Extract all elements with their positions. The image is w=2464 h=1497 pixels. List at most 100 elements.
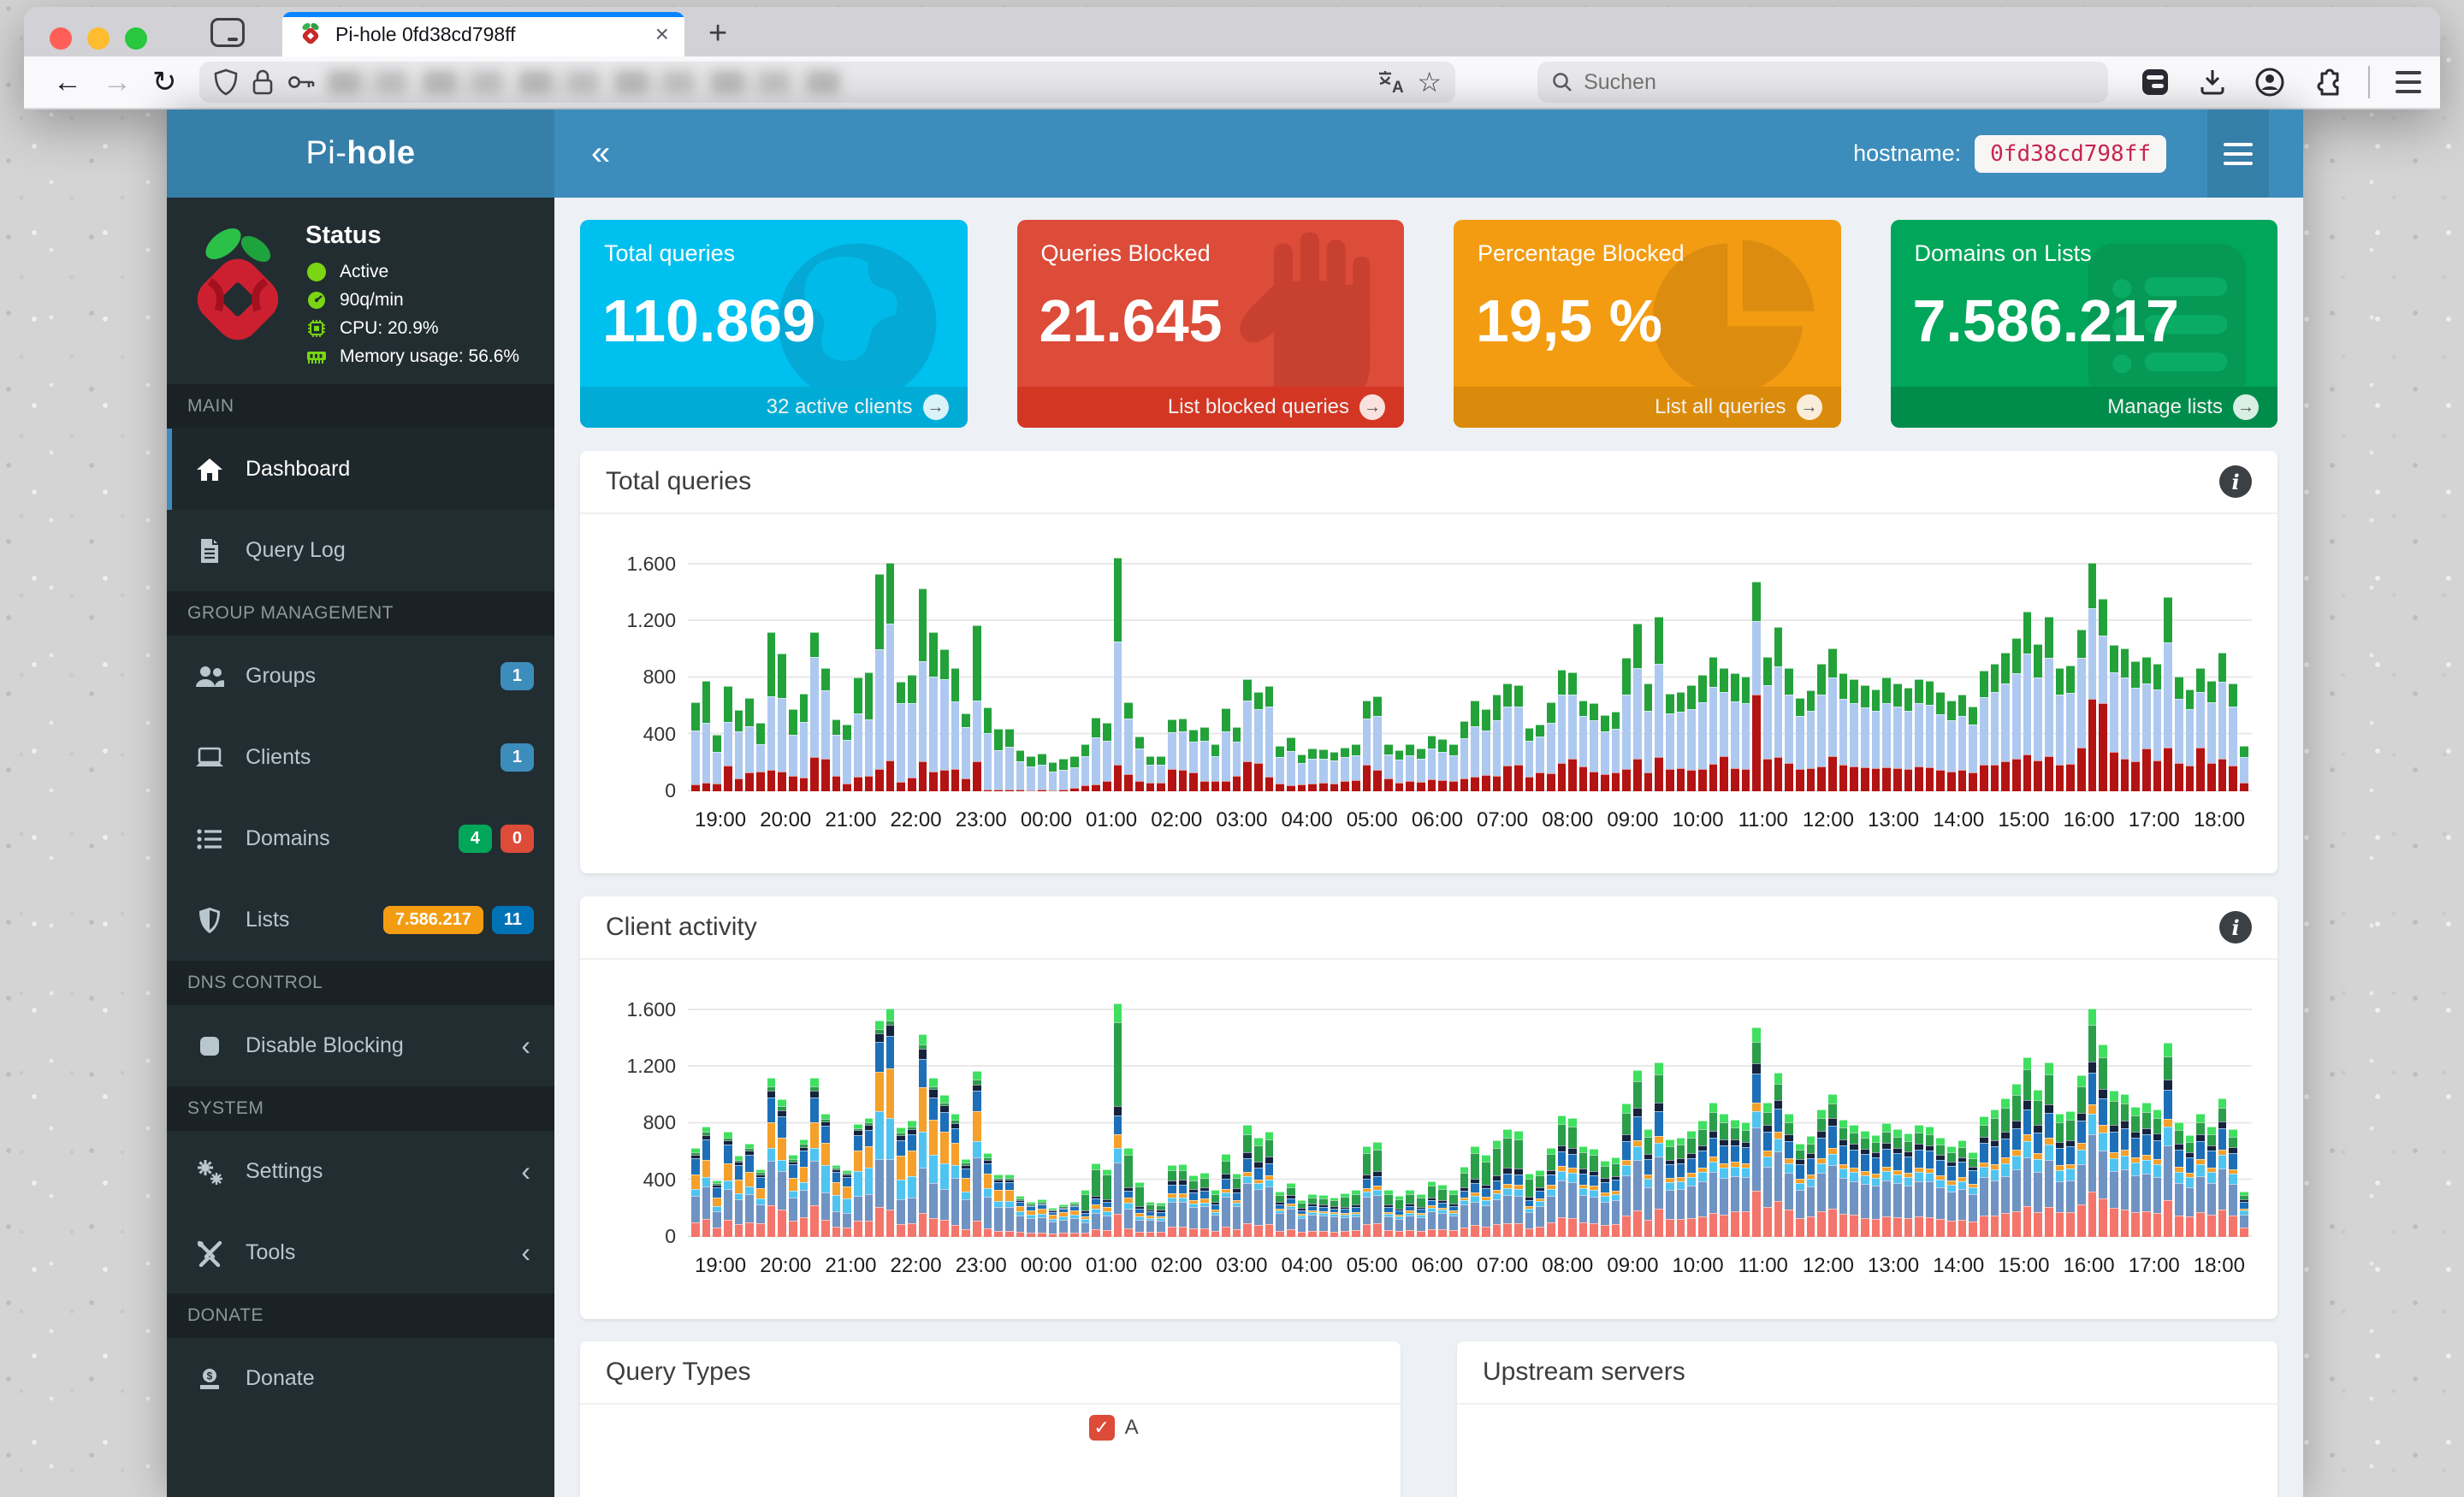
key-icon[interactable] (287, 71, 316, 93)
x-tick-label: 04:00 (1281, 808, 1333, 831)
chart-bar (875, 574, 884, 791)
query-type-legend-a[interactable]: ✓ A (1088, 1415, 1139, 1441)
chart-bar (1546, 701, 1555, 791)
chart-bar (810, 632, 819, 791)
browser-menu-icon[interactable] (2396, 71, 2421, 93)
close-window-button[interactable] (50, 27, 72, 50)
file-icon (201, 538, 218, 563)
chart-bar (1167, 1164, 1176, 1237)
chart-bar (1611, 1157, 1620, 1237)
list-alt-icon (2088, 243, 2247, 402)
chart-bar (1102, 1169, 1111, 1237)
sidebar-item-tools[interactable]: Tools ‹ (167, 1212, 554, 1293)
client-activity-chart: 0 400 800 1.200 1.600 19:00 20:00 21:00 22:00 23… (606, 989, 2252, 1297)
back-icon[interactable]: ← (53, 66, 82, 98)
chart-bar (1687, 684, 1697, 791)
browser-tab[interactable]: Pi-hole 0fd38cd798ff × (282, 12, 684, 56)
chart-bar (2034, 1089, 2043, 1237)
sidebar-item-settings[interactable]: Settings ‹ (167, 1131, 554, 1212)
sidebar-item-dashboard[interactable]: Dashboard (167, 429, 554, 510)
chart-bar (1655, 617, 1664, 791)
zoom-window-button[interactable] (125, 27, 147, 50)
info-icon[interactable]: i (2219, 465, 2252, 498)
section-header-system: SYSTEM (167, 1086, 554, 1131)
chart-bar (1124, 1147, 1133, 1237)
chart-bar (2109, 1091, 2118, 1237)
x-tick-label: 17:00 (2128, 808, 2180, 831)
chart-bar (1990, 663, 1999, 791)
chart-bar (1871, 1134, 1881, 1237)
x-tick-label: 12:00 (1802, 1254, 1854, 1277)
chart-bar (1925, 680, 1934, 791)
card-link-blocked-queries[interactable]: List blocked queries → (1016, 387, 1404, 428)
forward-icon[interactable]: → (103, 66, 132, 98)
containers-icon[interactable] (2139, 66, 2171, 98)
sidebar-item-disable-blocking[interactable]: Disable Blocking ‹ (167, 1005, 554, 1086)
summary-cards: Total queries 110.869 32 active clients … (580, 220, 2277, 428)
chart-bar (1373, 1142, 1382, 1237)
shield-icon[interactable] (213, 68, 239, 96)
sidebar-item-lists[interactable]: Lists 7.586.217 11 (167, 879, 554, 961)
sidebar-item-groups[interactable]: Groups 1 (167, 636, 554, 717)
card-link-active-clients[interactable]: 32 active clients → (580, 387, 968, 428)
memory-icon (307, 352, 326, 364)
app-menu-button[interactable] (2207, 109, 2269, 198)
chart-bar (1059, 1204, 1068, 1237)
x-tick-label: 08:00 (1542, 1254, 1594, 1277)
chart-bar (1069, 755, 1079, 791)
chart-bar (908, 1121, 916, 1237)
lock-icon[interactable] (251, 68, 275, 96)
chart-bar (1806, 690, 1815, 791)
sidebar-collapse-icon[interactable]: « (591, 134, 611, 172)
tab-close-icon[interactable]: × (654, 21, 669, 47)
chart-bar (2229, 683, 2237, 791)
globe-icon (778, 243, 936, 402)
chart-bar (1752, 1027, 1761, 1237)
firefox-view-icon[interactable] (210, 18, 245, 47)
card-link-all-queries[interactable]: List all queries → (1454, 387, 1841, 428)
chart-bar (1406, 1190, 1414, 1237)
search-input[interactable] (1584, 69, 2029, 95)
chart-bar (2012, 1084, 2021, 1237)
sidebar-item-donate[interactable]: $ Donate (167, 1338, 554, 1419)
pihole-logo-text[interactable]: Pi-hole (167, 109, 554, 198)
account-icon[interactable] (2254, 66, 2286, 98)
checkbox-checked-icon[interactable]: ✓ (1088, 1415, 1115, 1441)
minimize-window-button[interactable] (87, 27, 110, 50)
search-bar[interactable] (1537, 62, 2108, 103)
chart-bar (1839, 673, 1848, 791)
chart-bar (1189, 729, 1198, 791)
card-link-manage-lists[interactable]: Manage lists → (1890, 387, 2277, 428)
translate-icon[interactable]: A (1377, 69, 1405, 95)
chart-bar (2131, 1106, 2140, 1237)
x-tick-label: 09:00 (1607, 808, 1659, 831)
chart-bar (1915, 679, 1923, 791)
info-icon[interactable]: i (2219, 911, 2252, 944)
chart-bar (2034, 643, 2043, 791)
chart-bar (1005, 1175, 1014, 1237)
new-tab-button[interactable]: + (708, 15, 728, 51)
reload-icon[interactable]: ↻ (152, 66, 177, 98)
url-bar[interactable]: A ☆ (198, 62, 1456, 103)
downloads-icon[interactable] (2197, 67, 2228, 98)
chart-bar (1969, 706, 1978, 791)
pihole-raspberry-logo (197, 228, 279, 340)
chart-bar (767, 632, 776, 791)
chart-bar (1990, 1109, 1999, 1237)
sidebar-item-query-log[interactable]: Query Log (167, 510, 554, 591)
bookmark-star-icon[interactable]: ☆ (1417, 67, 1442, 98)
chart-bar (1341, 1192, 1350, 1237)
app-menu-icon (2224, 142, 2253, 165)
chart-bar (1178, 718, 1188, 791)
x-tick-label: 11:00 (1738, 1254, 1788, 1277)
chart-bar (886, 1009, 895, 1237)
chart-bar (1568, 1117, 1577, 1237)
chart-bar (983, 707, 992, 791)
extensions-puzzle-icon[interactable] (2312, 67, 2343, 98)
stop-icon (200, 1036, 219, 1056)
status-cpu: CPU: 20.9% (340, 318, 439, 338)
users-icon (196, 666, 224, 687)
sidebar-item-clients[interactable]: Clients 1 (167, 717, 554, 798)
sidebar-item-domains[interactable]: Domains 4 0 (167, 798, 554, 879)
chart-bar (951, 667, 960, 791)
